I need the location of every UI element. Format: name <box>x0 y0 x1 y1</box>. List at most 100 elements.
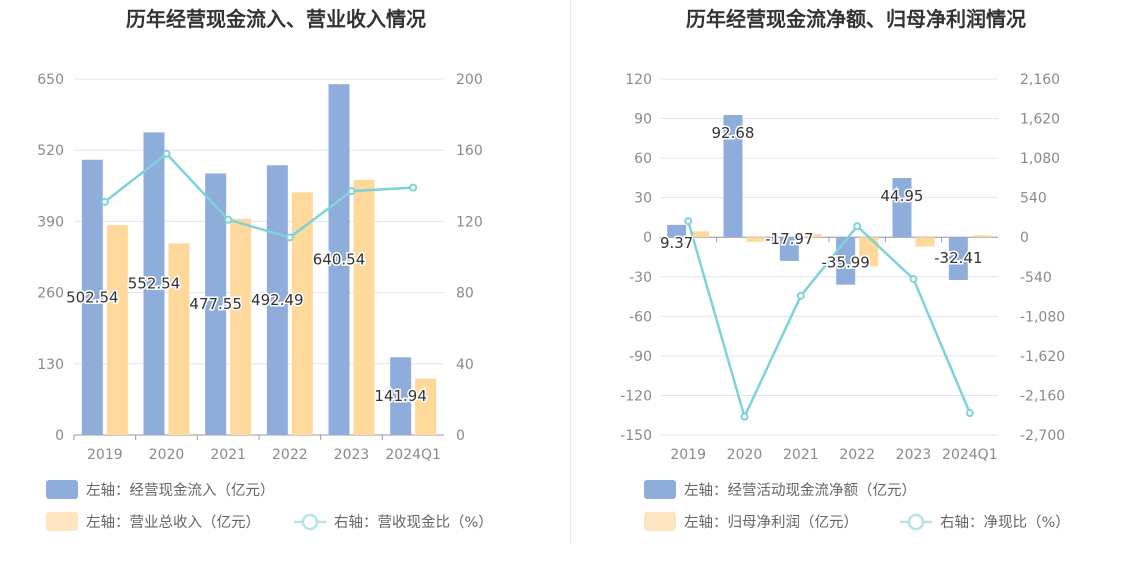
bar-data-label: -17.97 <box>765 230 813 248</box>
chart-divider <box>570 0 571 545</box>
x-axis-tick-label: 2020 <box>149 447 185 463</box>
x-axis-tick-label: 2020 <box>727 447 763 463</box>
cash-inflow-revenue-chart: 历年经营现金流入、营业收入情况 650 200 520 160 390 120 260 80 13… <box>37 7 493 531</box>
right-axis-tick-label: 0 <box>456 428 465 444</box>
right-axis-tick-label: 120 <box>456 214 483 230</box>
ratio-line-point <box>740 412 749 421</box>
ratio-line-point <box>347 187 356 196</box>
legend-line-marker <box>301 513 319 531</box>
chart-title: 历年经营现金流净额、归母净利润情况 <box>686 7 1026 31</box>
right-axis-tick-label: -2,700 <box>1020 428 1065 444</box>
bar-primary <box>667 224 687 238</box>
right-axis-tick-label: -1,620 <box>1020 349 1065 365</box>
bar-primary <box>143 132 165 435</box>
left-axis-tick-label: 130 <box>37 357 64 373</box>
bar-secondary <box>859 237 879 267</box>
ratio-line-point <box>224 215 233 224</box>
right-axis-tick-label: 40 <box>456 357 474 373</box>
bar-data-label: 44.95 <box>881 187 924 205</box>
bar-primary <box>892 177 912 238</box>
bar-data-label: 640.54 <box>313 251 366 269</box>
ratio-line-point <box>285 233 294 242</box>
bar-secondary <box>915 237 935 247</box>
left-axis-tick-label: -60 <box>629 309 652 325</box>
legend-line-marker <box>907 513 925 531</box>
bar-data-label: 9.37 <box>660 234 693 252</box>
bar-secondary <box>971 235 991 238</box>
ratio-line-point <box>100 197 109 206</box>
left-axis-tick-label: 0 <box>55 428 64 444</box>
right-axis-tick-label: 200 <box>456 72 483 88</box>
legend-primary-swatch <box>644 480 676 499</box>
x-axis-tick-label: 2023 <box>896 447 932 463</box>
left-axis-tick-label: -90 <box>629 349 652 365</box>
left-axis-tick-label: 30 <box>634 191 652 207</box>
right-axis-tick-label: -540 <box>1020 270 1052 286</box>
legend-line-label: 右轴：净现比（%） <box>940 514 1070 531</box>
net-cashflow-profit-chart: 历年经营现金流净额、归母净利润情况 120 2,160 90 1,620 60 1,080 3… <box>620 7 1070 531</box>
ratio-line <box>686 220 971 421</box>
bar-secondary <box>106 225 128 435</box>
bar-data-label: 92.68 <box>712 124 755 142</box>
ratio-line-point <box>684 217 693 226</box>
bar-primary <box>205 173 227 436</box>
x-axis-tick-label: 2019 <box>87 447 123 463</box>
right-axis-tick-label: -1,080 <box>1020 309 1065 325</box>
bar-data-label: 141.94 <box>374 387 427 405</box>
left-axis-tick-label: 120 <box>625 72 652 88</box>
left-axis-tick-label: -30 <box>629 270 652 286</box>
right-axis-tick-label: 160 <box>456 143 483 159</box>
legend-secondary-swatch <box>46 512 78 531</box>
left-axis-tick-label: 90 <box>634 112 652 128</box>
legend-primary-swatch <box>46 480 78 499</box>
legend-primary-label: 左轴：经营活动现金流净额（亿元） <box>684 482 916 499</box>
bar-primary <box>836 237 856 285</box>
ratio-line-point <box>965 409 974 418</box>
x-axis-tick-label: 2019 <box>670 447 706 463</box>
right-axis-tick-label: 0 <box>1020 230 1029 246</box>
bar-data-label: -32.41 <box>934 249 982 267</box>
ratio-line-point <box>909 274 918 283</box>
legend-secondary-swatch <box>644 512 676 531</box>
bar-primary <box>390 357 412 435</box>
left-axis-tick-label: 0 <box>643 230 652 246</box>
legend-secondary-label: 左轴：归母净利润（亿元） <box>684 514 858 531</box>
x-axis-tick-label: 2021 <box>210 447 246 463</box>
x-axis-tick-label: 2021 <box>783 447 819 463</box>
bar-primary <box>328 84 350 436</box>
ratio-line-point <box>162 149 171 158</box>
x-axis-tick-label: 2024Q1 <box>942 447 998 463</box>
ratio-line-point <box>409 183 418 192</box>
right-axis-tick-label: -2,160 <box>1020 388 1065 404</box>
left-axis-tick-label: 60 <box>634 151 652 167</box>
left-axis-tick-label: 390 <box>37 214 64 230</box>
left-axis-tick-label: -120 <box>620 388 652 404</box>
bar-primary <box>723 115 743 238</box>
right-axis-tick-label: 1,620 <box>1020 112 1060 128</box>
left-axis-tick-label: 650 <box>37 72 64 88</box>
right-axis-tick-label: 1,080 <box>1020 151 1060 167</box>
x-axis-tick-label: 2023 <box>334 447 370 463</box>
left-axis-tick-label: 260 <box>37 286 64 302</box>
bar-data-label: 492.49 <box>251 291 304 309</box>
right-axis-tick-label: 540 <box>1020 191 1047 207</box>
right-axis-tick-label: 2,160 <box>1020 72 1060 88</box>
bar-data-label: 552.54 <box>128 275 181 293</box>
bar-secondary <box>690 231 710 238</box>
x-axis-tick-label: 2022 <box>272 447 308 463</box>
x-axis-tick-label: 2024Q1 <box>385 447 441 463</box>
bar-secondary <box>802 233 822 238</box>
bar-secondary <box>291 192 313 435</box>
ratio-line <box>104 152 414 239</box>
bar-data-label: -35.99 <box>821 254 869 272</box>
bar-primary <box>81 159 103 436</box>
legend-line-label: 右轴：营收现金比（%） <box>334 514 493 531</box>
bar-secondary <box>168 243 190 435</box>
chart-title: 历年经营现金流入、营业收入情况 <box>126 7 426 31</box>
left-axis-tick-label: 520 <box>37 143 64 159</box>
x-axis-tick-label: 2022 <box>839 447 875 463</box>
bar-secondary <box>353 179 375 435</box>
bar-primary <box>779 237 799 261</box>
bar-secondary <box>415 378 437 435</box>
